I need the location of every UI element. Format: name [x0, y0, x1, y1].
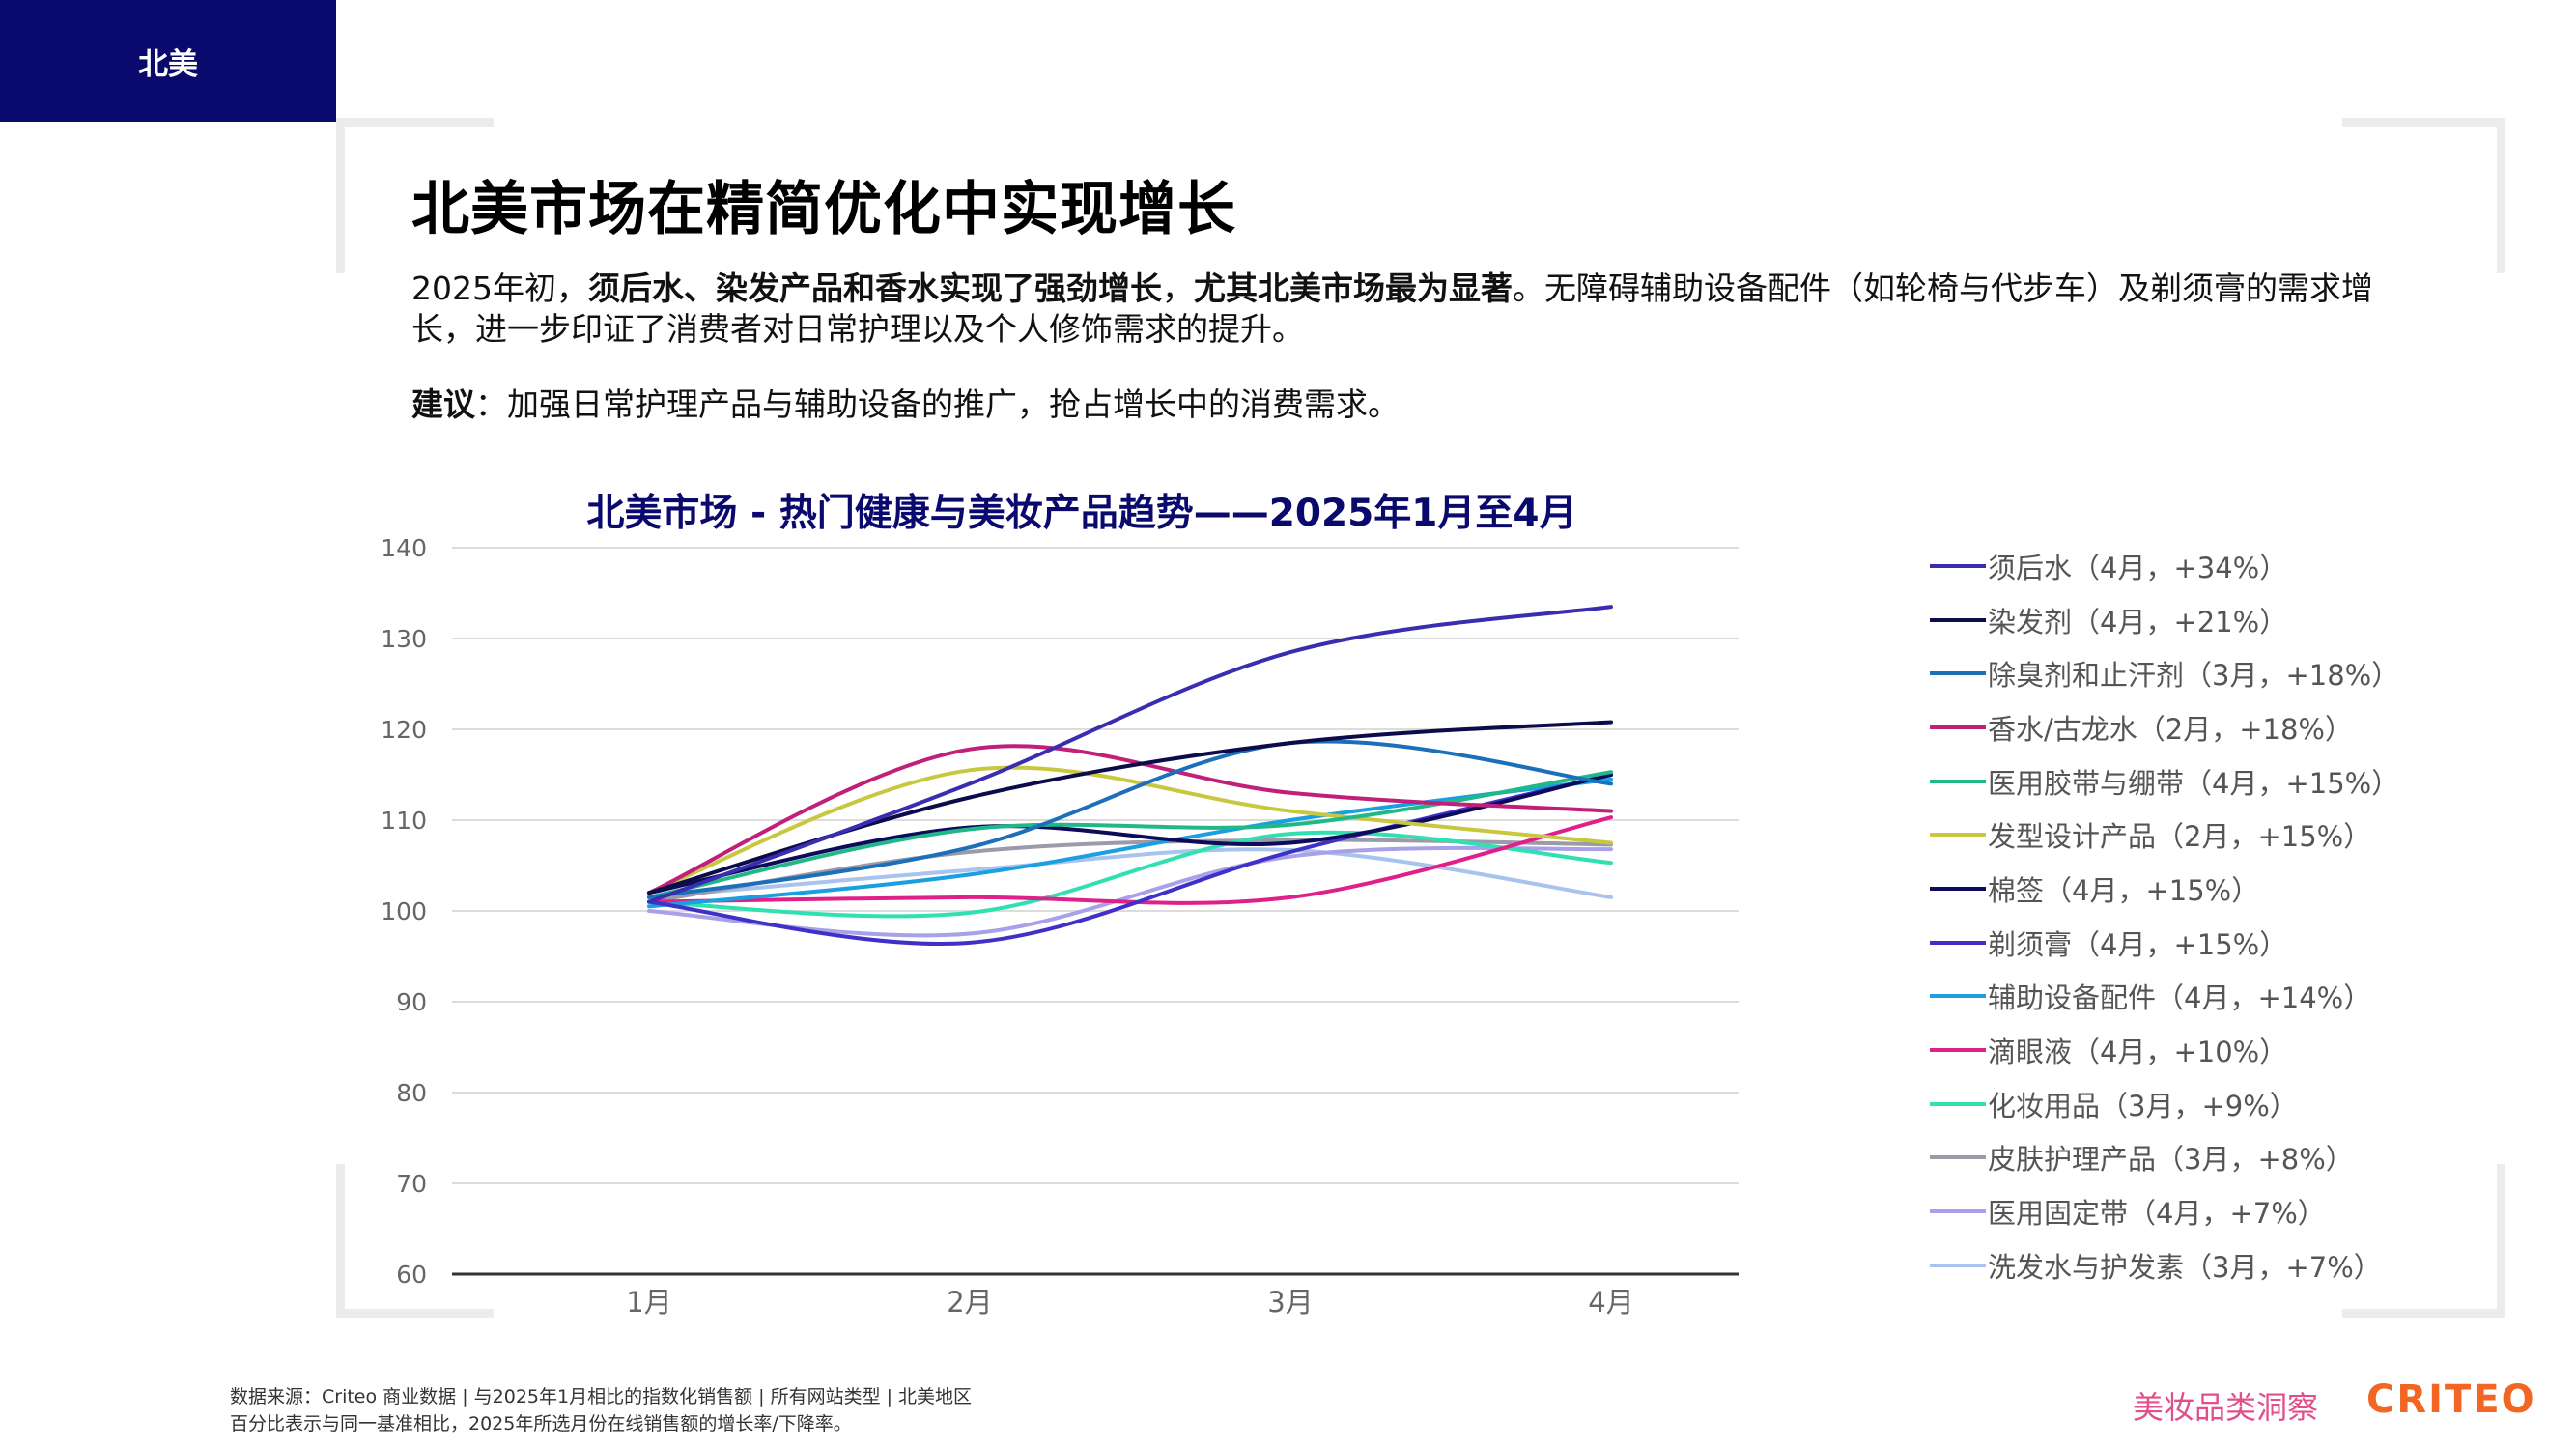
x-tick-label: 3月 [1267, 1286, 1313, 1319]
legend-swatch [1930, 833, 1986, 838]
series-line [647, 720, 1613, 895]
legend-label: 医用固定带（4月，+7%） [1988, 1197, 2326, 1231]
legend-label: 滴眼液（4月，+10%） [1988, 1036, 2288, 1069]
advice-label: 建议 [411, 385, 475, 423]
legend-item: 发型设计产品（2月，+15%） [1930, 808, 2399, 862]
chart-legend: 须后水（4月，+34%） 染发剂（4月，+21%） 除臭剂和止汗剂（3月，+18%）… [1930, 539, 2399, 1293]
x-tick-label: 1月 [626, 1286, 671, 1319]
brand-insight-label: 美妆品类洞察 [2133, 1389, 2319, 1426]
legend-item: 染发剂（4月，+21%） [1930, 593, 2399, 647]
legend-item: 剃须膏（4月，+15%） [1930, 916, 2399, 970]
legend-swatch [1930, 779, 1986, 783]
region-tab: 北美 [0, 0, 336, 122]
legend-label: 染发剂（4月，+21%） [1988, 605, 2288, 639]
intro-highlight-1: 须后水、染发产品和香水实现了强劲增长 [587, 270, 1162, 307]
y-tick-label: 80 [396, 1079, 427, 1107]
series-line [647, 770, 1613, 899]
chart-title: 北美市场 - 热门健康与美妆产品趋势——2025年1月至4月 [586, 492, 1577, 535]
legend-item: 须后水（4月，+34%） [1930, 539, 2399, 593]
x-tick-label: 2月 [947, 1286, 992, 1319]
frame-corner-top-right [2342, 118, 2505, 273]
frame-corner-top-left [336, 118, 494, 273]
legend-label: 辅助设备配件（4月，+14%） [1988, 981, 2372, 1015]
legend-label: 剃须膏（4月，+15%） [1988, 927, 2288, 961]
legend-item: 医用胶带与绷带（4月，+15%） [1930, 754, 2399, 809]
series-line [647, 765, 1613, 895]
data-source: 数据来源：Criteo 商业数据 | 与2025年1月相比的指数化销售额 | 所… [230, 1386, 973, 1407]
legend-swatch [1930, 1101, 1986, 1106]
legend-item: 棉签（4月，+15%） [1930, 862, 2399, 916]
legend-label: 发型设计产品（2月，+15%） [1988, 820, 2372, 854]
legend-swatch [1930, 886, 1986, 891]
legend-swatch [1930, 1155, 1986, 1160]
series-line [647, 744, 1613, 895]
legend-item: 辅助设备配件（4月，+14%） [1930, 970, 2399, 1024]
page-title: 北美市场在精简优化中实现增长 [411, 176, 1236, 243]
series-line [647, 773, 1613, 895]
series-line [647, 739, 1613, 899]
criteo-logo: CRITEO [2366, 1378, 2536, 1422]
y-tick-label: 140 [381, 534, 427, 562]
legend-swatch [1930, 563, 1986, 568]
series-line [647, 847, 1613, 899]
series-line [647, 830, 1613, 919]
legend-swatch [1930, 1263, 1986, 1267]
legend-item: 洗发水与护发素（3月，+7%） [1930, 1238, 2399, 1293]
legend-label: 香水/古龙水（2月，+18%） [1988, 712, 2353, 746]
intro-text-3: 。无障碍辅助设备配件（如轮椅与代步车）及剃须膏的需求增长，进一步印证了消费者对日… [411, 270, 2373, 348]
intro-text-1: 2025年初， [411, 270, 588, 307]
y-tick-label: 60 [396, 1261, 427, 1289]
series-line [647, 773, 1613, 946]
frame-corner-bottom-right [2342, 1164, 2505, 1318]
legend-item: 香水/古龙水（2月，+18%） [1930, 700, 2399, 754]
data-note: 百分比表示与同一基准相比，2025年所选月份在线销售额的增长率/下降率。 [230, 1413, 852, 1435]
intro-highlight-2: 尤其北美市场最为显著 [1193, 270, 1513, 307]
legend-swatch [1930, 1048, 1986, 1053]
legend-swatch [1930, 994, 1986, 999]
advice-text: ：加强日常护理产品与辅助设备的推广，抢占增长中的消费需求。 [475, 385, 1400, 423]
legend-item: 皮肤护理产品（3月，+8%） [1930, 1131, 2399, 1185]
legend-label: 化妆用品（3月，+9%） [1988, 1089, 2298, 1122]
legend-swatch [1930, 617, 1986, 622]
y-tick-label: 110 [381, 807, 427, 835]
x-tick-label: 4月 [1588, 1286, 1633, 1319]
legend-label: 洗发水与护发素（3月，+7%） [1988, 1250, 2382, 1284]
legend-swatch [1930, 1209, 1986, 1214]
frame-corner-bottom-left [336, 1164, 494, 1318]
advice-paragraph: 建议：加强日常护理产品与辅助设备的推广，抢占增长中的消费需求。 [411, 384, 1400, 425]
intro-text-2: ， [1161, 270, 1194, 307]
series-line [647, 605, 1613, 904]
legend-swatch [1930, 671, 1986, 676]
y-tick-label: 100 [381, 897, 427, 925]
footnote: 数据来源：Criteo 商业数据 | 与2025年1月相比的指数化销售额 | 所… [230, 1383, 972, 1437]
legend-label: 医用胶带与绷带（4月，+15%） [1988, 766, 2400, 800]
legend-label: 棉签（4月，+15%） [1988, 873, 2260, 907]
legend-item: 除臭剂和止汗剂（3月，+18%） [1930, 646, 2399, 700]
legend-label: 须后水（4月，+34%） [1988, 551, 2288, 584]
legend-swatch [1930, 940, 1986, 945]
legend-label: 除臭剂和止汗剂（3月，+18%） [1988, 659, 2400, 693]
legend-item: 医用固定带（4月，+7%） [1930, 1184, 2399, 1238]
legend-item: 化妆用品（3月，+9%） [1930, 1077, 2399, 1131]
legend-item: 滴眼液（4月，+10%） [1930, 1023, 2399, 1077]
y-tick-label: 70 [396, 1170, 427, 1198]
y-tick-label: 120 [381, 716, 427, 744]
series-line [647, 815, 1613, 905]
legend-swatch [1930, 724, 1986, 729]
intro-paragraph: 2025年初，须后水、染发产品和香水实现了强劲增长，尤其北美市场最为显著。无障碍… [411, 269, 2420, 350]
y-tick-label: 90 [396, 988, 427, 1016]
y-tick-label: 130 [381, 625, 427, 653]
legend-label: 皮肤护理产品（3月，+8%） [1988, 1143, 2354, 1177]
